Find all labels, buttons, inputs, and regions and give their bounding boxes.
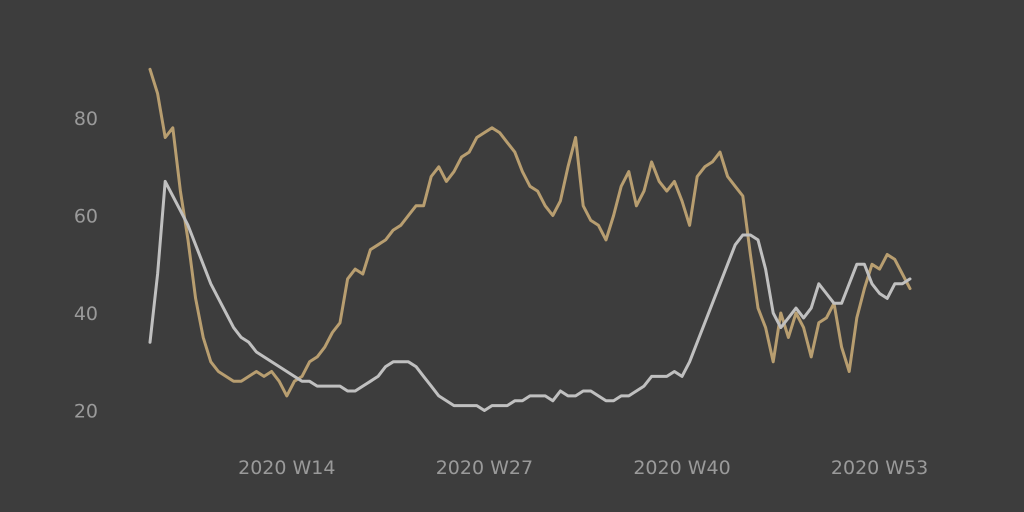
x-axis-ticks: 2020 W14 2020 W27 2020 W40 2020 W53 [238,457,928,479]
x-tick-label: 2020 W40 [633,457,730,479]
y-tick-label: 60 [74,206,98,228]
x-tick-label: 2020 W27 [436,457,533,479]
series-layer [148,67,912,412]
y-tick-label: 20 [74,401,98,423]
y-tick-label: 40 [74,303,98,325]
series-line-2 [148,179,912,412]
x-tick-label: 2020 W14 [238,457,335,479]
series-line-1 [148,67,912,398]
y-tick-label: 80 [74,108,98,130]
x-tick-label: 2020 W53 [831,457,928,479]
y-axis-ticks: 20 40 60 80 [74,108,98,423]
